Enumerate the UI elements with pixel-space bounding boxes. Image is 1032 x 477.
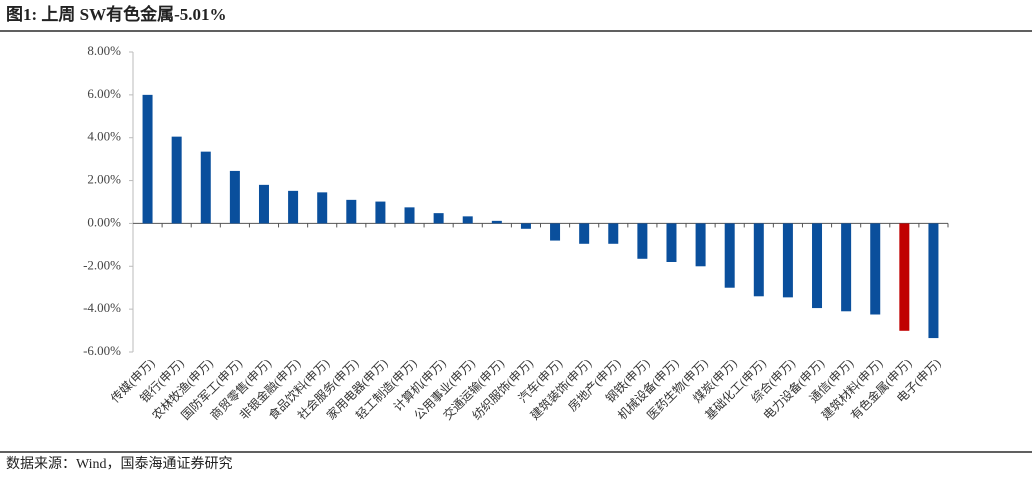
bar [375,201,386,224]
bar [258,184,269,224]
bar [346,199,357,224]
bar [317,192,328,224]
bar [666,223,677,262]
bar [841,223,852,312]
bar [928,223,939,339]
bar [520,223,531,229]
y-tick-label: 2.00% [87,172,121,187]
y-tick-label: 4.00% [87,129,121,144]
source-note: 数据来源：Wind，国泰海通证券研究 [6,456,233,472]
y-tick-label: -4.00% [83,300,121,315]
y-tick-label: -6.00% [83,343,121,358]
bar [433,213,444,224]
y-tick-label: 8.00% [87,43,121,58]
bar [404,207,415,224]
bar [288,190,299,224]
bar [899,223,910,331]
bar [200,151,211,224]
bar [782,223,793,298]
y-tick-label: 6.00% [87,86,121,101]
y-tick-label: -2.00% [83,257,121,272]
bar [753,223,764,297]
bar [171,136,182,224]
bar [462,216,473,224]
bar [870,223,881,315]
bar [142,94,153,224]
chart-title: 图1: 上周 SW有色金属-5.01% [6,4,227,24]
bar [229,170,240,224]
bar [608,223,619,244]
bar [812,223,823,309]
bar [491,220,502,224]
bar [550,223,561,241]
y-tick-label: 0.00% [87,214,121,229]
bar [695,223,706,267]
bar [637,223,648,259]
bar [724,223,735,288]
bar [579,223,590,244]
